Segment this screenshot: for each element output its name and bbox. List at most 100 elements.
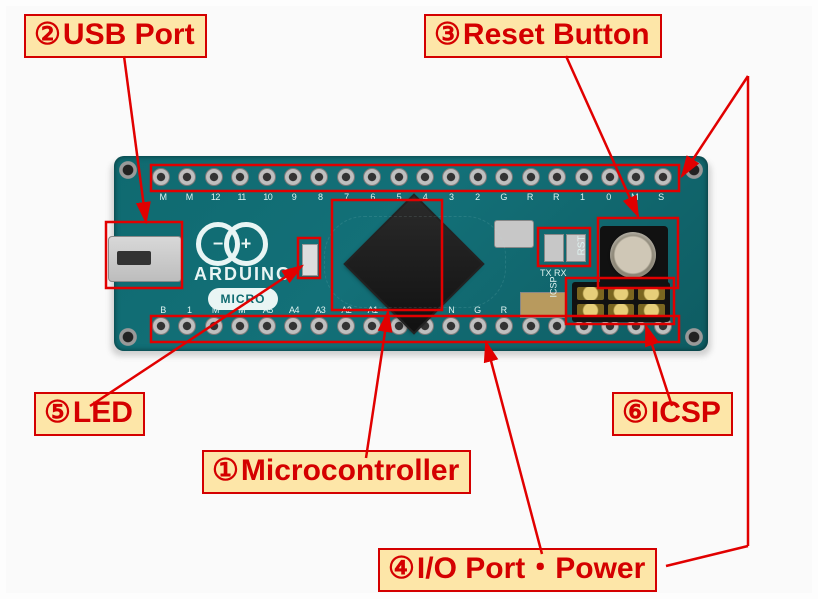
- header-pin: [627, 168, 645, 186]
- pin-label: 12: [206, 192, 224, 202]
- mount-hole: [684, 160, 704, 180]
- pin-label: M: [180, 192, 198, 202]
- pin-label: 1: [573, 192, 591, 202]
- pin-label: R: [495, 305, 513, 315]
- pin-label: R: [521, 192, 539, 202]
- header-pin: [495, 168, 513, 186]
- leader-a-io-bot: [486, 342, 542, 554]
- header-pin: [522, 317, 540, 335]
- header-row-top: [152, 168, 672, 190]
- pin-label: 0: [599, 192, 617, 202]
- pin-label: A2: [337, 305, 355, 315]
- pin-label: 9: [285, 192, 303, 202]
- pin-label: A1: [364, 305, 382, 315]
- header-pin: [442, 168, 460, 186]
- usb-port: [108, 236, 182, 282]
- callout-icsp: ⑥ ICSP: [612, 392, 733, 436]
- header-pin: [258, 317, 276, 335]
- pin-label: 2: [468, 192, 486, 202]
- icsp-header: [572, 282, 670, 322]
- header-pin: [152, 317, 170, 335]
- pin-label: M: [626, 192, 644, 202]
- callout-number: ②: [34, 20, 61, 50]
- header-pin: [284, 168, 302, 186]
- crystal: [494, 220, 534, 248]
- header-pin: [575, 168, 593, 186]
- callout-number: ③: [434, 20, 461, 50]
- callout-text: ICSP: [651, 398, 721, 428]
- reset-button[interactable]: [610, 232, 656, 278]
- header-pin: [548, 168, 566, 186]
- callout-text: Reset Button: [463, 20, 650, 50]
- callout-microcontroller: ① Microcontroller: [202, 450, 471, 494]
- mount-hole: [118, 327, 138, 347]
- mount-hole: [684, 327, 704, 347]
- callout-reset-button: ③ Reset Button: [424, 14, 662, 58]
- callout-text: Microcontroller: [241, 456, 459, 486]
- pin-label: 7: [337, 192, 355, 202]
- header-pin: [654, 168, 672, 186]
- smd-component: [544, 234, 564, 262]
- diagram-frame: MM12111098765432GRR10MS B1MMA5A4A3A2A1A0…: [6, 6, 812, 593]
- leader-a-io-join: [666, 546, 748, 566]
- header-pin: [548, 317, 566, 335]
- header-pin: [178, 317, 196, 335]
- pin-label: G: [468, 305, 486, 315]
- callout-number: ④: [388, 554, 415, 584]
- callout-text: LED: [73, 398, 133, 428]
- pin-label: 10: [259, 192, 277, 202]
- callout-text: USB Port: [63, 20, 195, 50]
- arduino-micro-board: MM12111098765432GRR10MS B1MMA5A4A3A2A1A0…: [114, 156, 708, 351]
- header-pin: [337, 168, 355, 186]
- header-pin: [469, 168, 487, 186]
- header-pin: [284, 317, 302, 335]
- model-badge: MICRO: [208, 288, 278, 310]
- callout-number: ①: [212, 456, 239, 486]
- header-pin: [363, 317, 381, 335]
- header-pin: [363, 168, 381, 186]
- header-pin: [495, 317, 513, 335]
- led-component: [302, 244, 318, 276]
- header-pin: [390, 168, 408, 186]
- header-pin: [337, 317, 355, 335]
- header-pin: [310, 317, 328, 335]
- header-pin: [152, 168, 170, 186]
- pin-label: A3: [311, 305, 329, 315]
- header-pin: [205, 168, 223, 186]
- mount-hole: [118, 160, 138, 180]
- rst-silk-label: RST: [577, 236, 588, 256]
- pin-label: 8: [311, 192, 329, 202]
- pin-label: 5: [390, 192, 408, 202]
- header-pin: [442, 317, 460, 335]
- brand-text: ARDUINO: [194, 264, 292, 285]
- header-pin: [231, 168, 249, 186]
- capacitor: [520, 292, 566, 318]
- pin-label: 3: [442, 192, 460, 202]
- pin-label: G: [495, 192, 513, 202]
- pin-label: N: [442, 305, 460, 315]
- header-pin: [231, 317, 249, 335]
- header-pin: [469, 317, 487, 335]
- pin-label: 11: [233, 192, 251, 202]
- pin-label: 1: [180, 305, 198, 315]
- callout-text: I/O Port・Power: [417, 554, 645, 584]
- header-pin: [601, 168, 619, 186]
- header-pin: [178, 168, 196, 186]
- callout-usb-port: ② USB Port: [24, 14, 207, 58]
- pin-label: R: [547, 192, 565, 202]
- pin-label: S: [652, 192, 670, 202]
- pin-label: M: [154, 192, 172, 202]
- pin-label: 6: [364, 192, 382, 202]
- header-pin: [310, 168, 328, 186]
- header-pin: [258, 168, 276, 186]
- header-pin: [522, 168, 540, 186]
- pin-label: A4: [285, 305, 303, 315]
- icsp-silk-label: ICSP: [548, 276, 558, 297]
- arduino-logo: − +: [196, 222, 274, 262]
- callout-number: ⑥: [622, 398, 649, 428]
- callout-led: ⑤ LED: [34, 392, 145, 436]
- callout-number: ⑤: [44, 398, 71, 428]
- pin-label: B: [154, 305, 172, 315]
- header-pin: [205, 317, 223, 335]
- header-pin: [416, 168, 434, 186]
